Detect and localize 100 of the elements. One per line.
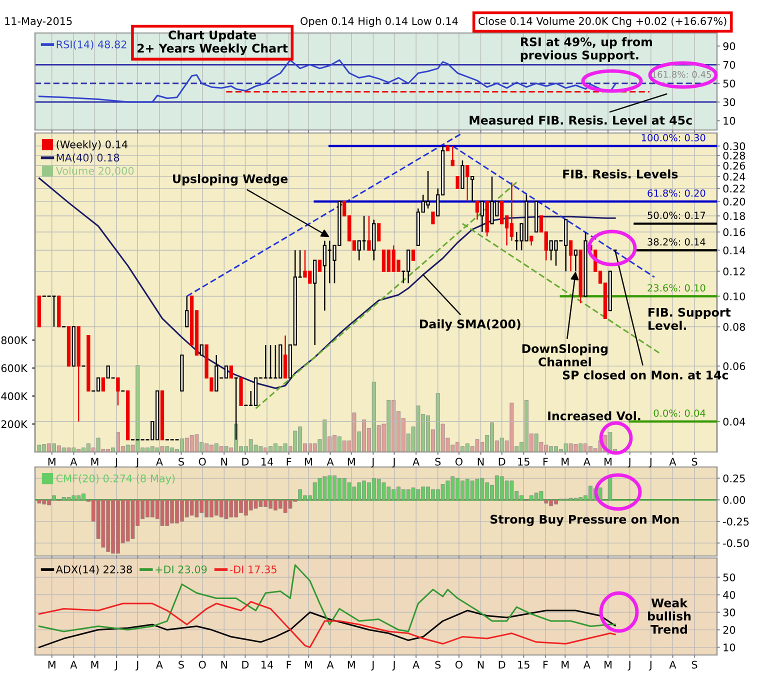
x-tick-label: D <box>498 660 506 668</box>
x-tick-label: J <box>114 660 118 671</box>
x-tick-label: J <box>648 660 652 671</box>
y2-tick-label: 600K <box>1 364 28 372</box>
legend-label: -DI 17.35 <box>230 565 276 574</box>
line-series <box>38 564 616 632</box>
legend-label: CMF(20) 0.274 (8 May) <box>56 474 175 484</box>
y-tick-label: -0.25 <box>723 518 749 526</box>
y2-tick-label: 200K <box>1 420 28 428</box>
text: Open 0.14 High 0.14 Low 0.14 <box>300 16 458 28</box>
y-tick-label: 10 <box>724 116 736 125</box>
candlestick <box>466 164 470 202</box>
y-tick-label: 0.10 <box>723 292 746 300</box>
x-tick-label: M <box>91 660 98 668</box>
line-series <box>38 601 616 648</box>
x-tick-label: M <box>562 458 569 466</box>
candlestick <box>431 212 435 224</box>
y-tick-label: 0.20 <box>723 198 746 206</box>
y-tick-label: 50 <box>723 80 736 88</box>
legend-label: +DI 23.09 <box>156 565 207 574</box>
x-tick-label: A <box>156 458 163 466</box>
candlestick <box>116 377 120 406</box>
y-tick-label: 30 <box>723 608 736 616</box>
candlestick <box>460 160 464 190</box>
annotation: RSI at 49%, up from previous Support. <box>520 37 652 62</box>
x-tick-label: M <box>604 458 612 466</box>
series-label: 23.6%: 0.10 <box>648 284 706 292</box>
y-tick-label: 0.28 <box>723 152 746 160</box>
x-tick-label: D <box>242 458 249 466</box>
x-tick-label: A <box>326 660 334 668</box>
x-tick-label: O <box>198 660 206 669</box>
legend-label: RSI(14) 48.82 <box>56 40 126 50</box>
x-tick-label: M <box>604 660 612 668</box>
x-tick-label: D <box>498 458 506 466</box>
candlestick <box>470 176 474 202</box>
y-tick-label: 30 <box>723 98 736 106</box>
x-tick-label: S <box>435 660 441 669</box>
annotation: Chart Update 2+ Years Weekly Chart <box>138 30 288 56</box>
candlestick <box>376 223 381 242</box>
candlestick <box>313 260 317 346</box>
x-tick-label: F <box>543 660 548 668</box>
y-tick-label: 90 <box>723 42 736 50</box>
x-tick-label: J <box>371 458 374 468</box>
x-tick-label: M <box>305 458 312 466</box>
y-tick-label: 0.18 <box>723 212 746 220</box>
x-tick-label: O <box>455 660 462 669</box>
x-tick-label: F <box>543 458 548 466</box>
annotation: Daily SMA(200) <box>420 319 520 331</box>
series-label: 100.0%: 0.30 <box>642 134 706 142</box>
x-tick-label: M <box>91 458 98 466</box>
x-tick-label: J <box>392 660 395 671</box>
x-tick-label: M <box>348 660 355 668</box>
x-tick-label: 14 <box>262 458 274 466</box>
x-tick-label: A <box>412 660 420 668</box>
candlestick <box>530 236 534 246</box>
y2-tick-label: 400K <box>1 392 28 400</box>
x-tick-label: J <box>114 458 118 468</box>
y-tick-label: 10 <box>724 644 736 652</box>
y-tick-label: -0.50 <box>723 539 749 548</box>
x-tick-label: O <box>455 458 462 466</box>
x-tick-label: 15 <box>518 660 530 669</box>
legend-label: (Weekly) 0.14 <box>56 140 128 150</box>
candlestick <box>52 296 56 328</box>
series-label: 61.8%: 0.20 <box>648 189 706 197</box>
annotation: Weak bullish Trend <box>648 598 691 634</box>
y-tick-label: 40 <box>723 590 736 599</box>
x-tick-label: N <box>478 458 484 466</box>
y-tick-label: 0.30 <box>723 142 746 150</box>
line-series <box>38 610 616 648</box>
x-tick-label: J <box>136 458 138 468</box>
candlestick <box>229 366 233 379</box>
x-tick-label: S <box>435 458 441 466</box>
y-tick-label: 0.00 <box>723 496 746 504</box>
y-tick-label: 0.16 <box>723 228 746 236</box>
candlestick <box>456 176 460 189</box>
x-tick-label: M <box>562 660 569 668</box>
x-tick-label: J <box>628 458 630 468</box>
y-tick-label: 20 <box>723 626 736 634</box>
series-label: 38.2%: 0.14 <box>648 238 706 246</box>
y-tick-label: 0.24 <box>723 172 746 181</box>
legend-label: MA(40) 0.18 <box>56 154 120 163</box>
annotation: Measured FIB. Resis. Level at 45c <box>470 116 692 125</box>
candlestick <box>480 200 484 233</box>
y-tick-label: 0.06 <box>723 362 746 370</box>
bar <box>598 488 602 500</box>
candlestick <box>450 145 454 166</box>
x-tick-label: N <box>221 458 228 466</box>
x-tick-label: S <box>178 660 184 669</box>
x-tick-label: M <box>305 660 312 668</box>
y-tick-label: 0.12 <box>723 268 745 276</box>
candlestick <box>283 334 288 379</box>
x-tick-label: J <box>136 660 138 671</box>
x-tick-label: S <box>692 660 698 669</box>
x-tick-label: F <box>286 660 292 668</box>
candlestick <box>185 296 189 328</box>
x-tick-label: A <box>70 660 78 668</box>
y-tick-label: 0.26 <box>723 162 746 170</box>
bar <box>608 476 612 500</box>
x-tick-label: J <box>392 458 395 468</box>
candlestick <box>101 377 106 392</box>
